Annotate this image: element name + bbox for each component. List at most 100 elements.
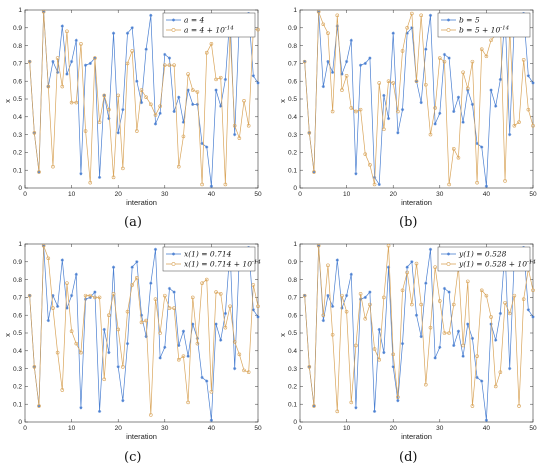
data-point-series-2 <box>400 49 405 53</box>
data-point-series-1 <box>167 56 172 60</box>
data-point-series-1 <box>102 327 106 332</box>
data-point-series-2 <box>144 318 148 323</box>
data-point-series-2 <box>158 331 162 335</box>
legend-label-1: y(1) = 0.528 <box>458 250 507 259</box>
x-tick-label: 40 <box>208 425 216 432</box>
data-point-series-1 <box>321 318 325 323</box>
data-point-series-1 <box>233 133 237 137</box>
data-point-series-2 <box>531 123 535 128</box>
data-point-series-2 <box>237 136 242 140</box>
y-tick-label: 0.7 <box>13 61 22 68</box>
y-tick-label: 0.7 <box>13 295 22 302</box>
data-point-series-2 <box>368 302 372 307</box>
data-point-series-1 <box>480 379 484 383</box>
data-point-series-2 <box>88 293 93 298</box>
data-point-series-2 <box>107 107 111 112</box>
data-point-series-1 <box>433 356 437 360</box>
data-point-series-1 <box>93 290 97 294</box>
x-tick-label: 20 <box>390 425 398 432</box>
data-point-series-2 <box>503 179 507 183</box>
data-point-series-2 <box>223 325 228 330</box>
data-point-series-1 <box>56 70 60 74</box>
data-point-series-1 <box>447 290 451 294</box>
data-point-series-1 <box>74 38 78 42</box>
y-tick-label: 0.8 <box>13 43 22 50</box>
data-point-series-2 <box>79 42 83 46</box>
data-point-series-2 <box>65 29 69 34</box>
y-tick-label: 1 <box>18 241 22 248</box>
series-line-2 <box>29 245 259 415</box>
data-point-series-1 <box>149 13 153 17</box>
data-point-series-1 <box>251 308 255 312</box>
data-point-series-2 <box>396 395 400 399</box>
y-tick-label: 0.4 <box>288 348 297 355</box>
data-point-series-2 <box>461 70 465 75</box>
y-tick-label: 0.9 <box>288 259 297 266</box>
data-point-series-1 <box>303 294 307 298</box>
data-point-series-2 <box>326 263 330 268</box>
y-tick-label: 0.3 <box>288 366 297 373</box>
data-point-series-1 <box>386 116 391 121</box>
data-point-series-1 <box>195 102 200 106</box>
data-point-series-1 <box>470 336 475 340</box>
data-point-series-2 <box>358 107 363 112</box>
data-point-series-2 <box>512 293 517 298</box>
data-point-series-1 <box>46 318 50 323</box>
data-point-series-1 <box>321 84 325 89</box>
data-point-series-2 <box>149 102 153 107</box>
data-point-series-2 <box>200 281 204 285</box>
y-tick-label: 0.8 <box>288 43 297 50</box>
data-point-series-2 <box>214 77 218 82</box>
y-tick-label: 0.7 <box>288 61 297 68</box>
data-point-series-2 <box>204 277 209 282</box>
data-point-series-2 <box>465 86 470 91</box>
data-point-series-2 <box>121 365 125 369</box>
data-point-series-2 <box>116 327 120 332</box>
x-axis-label: interation <box>401 198 432 207</box>
data-point-series-2 <box>242 98 246 103</box>
caption-d: (d) <box>399 450 418 465</box>
data-point-series-2 <box>88 180 93 185</box>
y-tick-label: 0.2 <box>288 150 297 157</box>
data-point-series-2 <box>526 107 531 112</box>
data-point-series-1 <box>410 260 414 264</box>
data-point-series-1 <box>526 74 530 78</box>
data-point-series-2 <box>190 295 195 300</box>
data-point-series-1 <box>130 26 134 30</box>
data-point-series-2 <box>368 163 372 167</box>
data-point-series-1 <box>424 47 428 51</box>
data-point-series-2 <box>396 109 400 114</box>
data-point-series-1 <box>368 290 372 294</box>
data-point-series-1 <box>358 63 363 67</box>
data-point-series-2 <box>102 93 107 98</box>
y-tick-label: 0.2 <box>13 150 22 157</box>
data-point-series-1 <box>489 88 493 92</box>
data-point-series-2 <box>451 302 456 307</box>
data-point-series-2 <box>176 357 181 362</box>
data-point-series-2 <box>46 84 51 89</box>
y-tick-label: 0.8 <box>288 277 297 284</box>
data-point-series-1 <box>433 122 437 126</box>
data-point-series-1 <box>195 336 200 340</box>
data-point-series-2 <box>475 354 479 358</box>
data-point-series-2 <box>32 365 37 369</box>
data-point-series-1 <box>382 350 386 355</box>
caption-a: (a) <box>124 215 142 230</box>
y-tick-label: 0.1 <box>13 167 22 174</box>
y-tick-label: 0.6 <box>13 78 22 85</box>
data-point-series-1 <box>125 342 130 346</box>
data-point-series-1 <box>461 354 465 358</box>
data-point-series-1 <box>233 367 237 371</box>
data-point-series-2 <box>517 404 521 408</box>
data-point-series-1 <box>158 356 162 360</box>
x-tick-label: 30 <box>436 425 444 432</box>
data-point-series-2 <box>330 332 335 337</box>
data-point-series-1 <box>79 406 83 410</box>
legend-box <box>437 246 531 272</box>
data-point-series-2 <box>531 288 535 293</box>
data-point-series-1 <box>251 74 255 78</box>
data-point-series-1 <box>484 418 488 422</box>
x-tick-label: 10 <box>343 425 351 432</box>
data-point-series-1 <box>419 100 423 105</box>
data-point-series-2 <box>149 413 153 417</box>
